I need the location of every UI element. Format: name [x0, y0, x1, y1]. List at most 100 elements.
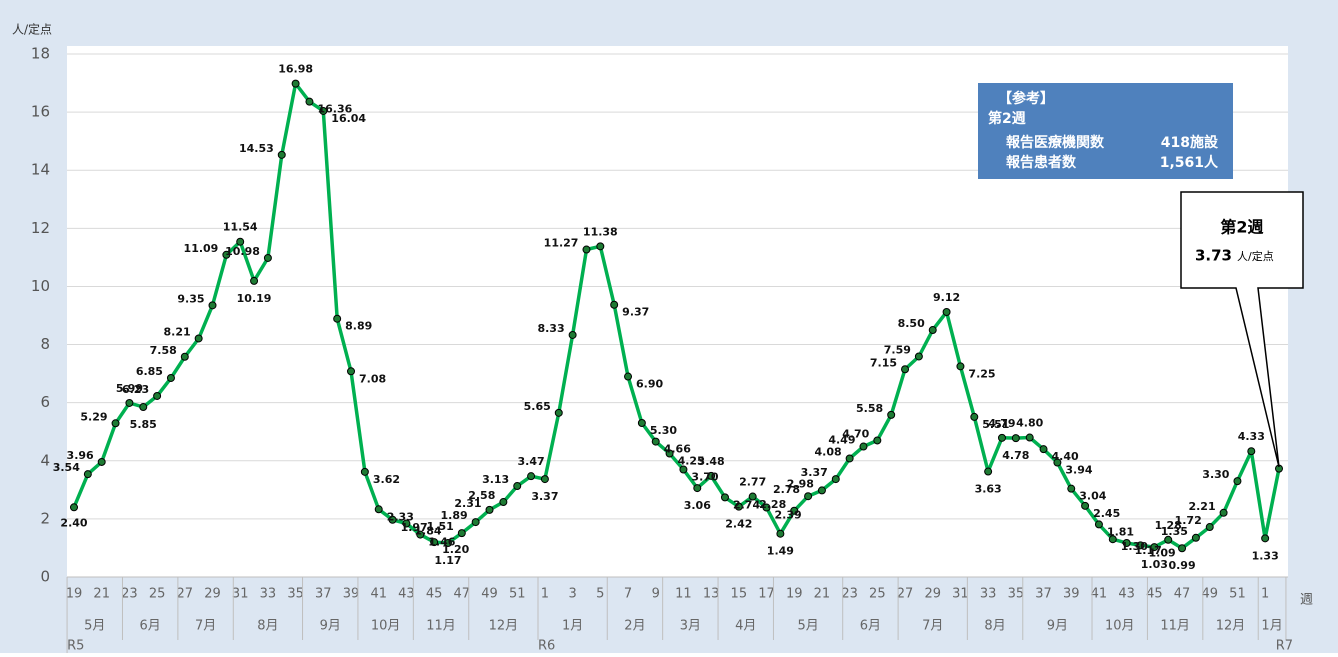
info-title: 【参考】	[998, 90, 1054, 107]
month-label: 2月	[624, 619, 645, 634]
point	[1233, 477, 1242, 486]
month-label: 6月	[860, 619, 881, 634]
point	[347, 367, 356, 376]
month-label: 10月	[1105, 619, 1135, 634]
data-label: 7.08	[359, 372, 386, 385]
data-label: 1.30	[1121, 540, 1148, 553]
data-label: 1.89	[441, 509, 468, 522]
month-label: 12月	[1216, 619, 1246, 634]
point	[748, 492, 757, 501]
data-label: 2.39	[775, 509, 802, 522]
data-label: 2.40	[60, 516, 87, 529]
point	[1205, 523, 1214, 532]
x-tick-label: 19	[786, 587, 803, 602]
data-label: 3.37	[531, 490, 558, 503]
point	[665, 449, 674, 458]
data-label: 6.90	[636, 378, 663, 391]
data-label: 1.17	[434, 554, 461, 567]
month-label: 6月	[140, 619, 161, 634]
y-tick-label: 16	[31, 103, 50, 121]
point	[457, 529, 466, 538]
data-label: 3.70	[691, 470, 718, 483]
point	[1053, 458, 1062, 467]
data-label: 16.36	[317, 103, 352, 116]
point	[970, 412, 979, 421]
point	[1025, 433, 1034, 442]
point	[596, 242, 605, 251]
y-tick-label: 2	[40, 509, 50, 527]
data-label: 4.79	[988, 417, 1015, 430]
x-tick-label: 1	[541, 587, 549, 602]
data-label: 3.62	[373, 473, 400, 486]
point	[443, 539, 452, 548]
point	[236, 237, 245, 246]
x-tick-label: 25	[149, 587, 166, 602]
month-label: 7月	[195, 619, 216, 634]
data-label: 3.94	[1065, 464, 1092, 477]
point	[720, 493, 729, 502]
point	[651, 437, 660, 446]
data-label: 1.97	[401, 521, 428, 534]
data-label: 2.28	[759, 498, 786, 511]
point	[333, 314, 342, 323]
x-tick-label: 47	[454, 587, 471, 602]
data-label: 1.46	[428, 536, 455, 549]
data-label: 3.13	[482, 473, 509, 486]
point	[527, 472, 536, 481]
point	[568, 330, 577, 339]
point	[859, 442, 868, 451]
x-tick-label: 25	[869, 587, 886, 602]
x-tick-label: 21	[93, 587, 110, 602]
data-label: 4.25	[678, 455, 705, 468]
point	[679, 465, 688, 474]
x-tick-label: 45	[426, 587, 443, 602]
month-label: 9月	[320, 619, 341, 634]
month-label: 1月	[1261, 619, 1282, 634]
x-tick-label: 51	[1229, 587, 1246, 602]
point	[305, 97, 314, 106]
info-box	[978, 83, 1233, 179]
point	[817, 486, 826, 495]
x-tick-label: 1	[1261, 587, 1269, 602]
info-value: 418施設	[1161, 134, 1219, 151]
point	[776, 529, 785, 538]
data-label: 7.15	[870, 356, 897, 369]
data-label: 5.65	[524, 400, 551, 413]
data-label: 16.04	[331, 112, 366, 125]
point	[693, 484, 702, 493]
point	[1081, 501, 1090, 510]
x-tick-label: 37	[315, 587, 332, 602]
x-tick-label: 45	[1146, 587, 1163, 602]
point	[277, 150, 286, 159]
data-label: 1.20	[442, 543, 469, 556]
point	[83, 470, 92, 479]
data-label: 10.19	[237, 292, 272, 305]
data-label: 9.37	[622, 306, 649, 319]
point	[153, 391, 162, 400]
month-label: 1月	[562, 619, 583, 634]
data-label: 11.27	[544, 237, 579, 250]
x-tick-label: 39	[1063, 587, 1080, 602]
data-label: 2.33	[387, 510, 414, 523]
point	[263, 253, 272, 262]
data-label: 4.33	[1238, 430, 1265, 443]
data-label: 9.12	[933, 291, 960, 304]
data-label: 1.51	[427, 520, 454, 533]
point	[914, 352, 923, 361]
x-tick-label: 9	[652, 587, 660, 602]
data-label: 3.54	[53, 461, 80, 474]
x-tick-label: 11	[675, 587, 692, 602]
data-label: 1.84	[414, 525, 441, 538]
data-label: 7.58	[150, 344, 177, 357]
x-tick-label: 51	[509, 587, 526, 602]
data-label: 1.49	[767, 545, 794, 558]
x-tick-label: 49	[481, 587, 498, 602]
data-label: 3.04	[1079, 490, 1106, 503]
data-label: 3.63	[975, 483, 1002, 496]
x-tick-label: 27	[897, 587, 914, 602]
data-label: 1.72	[1175, 514, 1202, 527]
data-label: 4.40	[1052, 450, 1079, 463]
data-label: 2.78	[773, 483, 800, 496]
point	[513, 482, 522, 491]
x-tick-label: 43	[398, 587, 415, 602]
